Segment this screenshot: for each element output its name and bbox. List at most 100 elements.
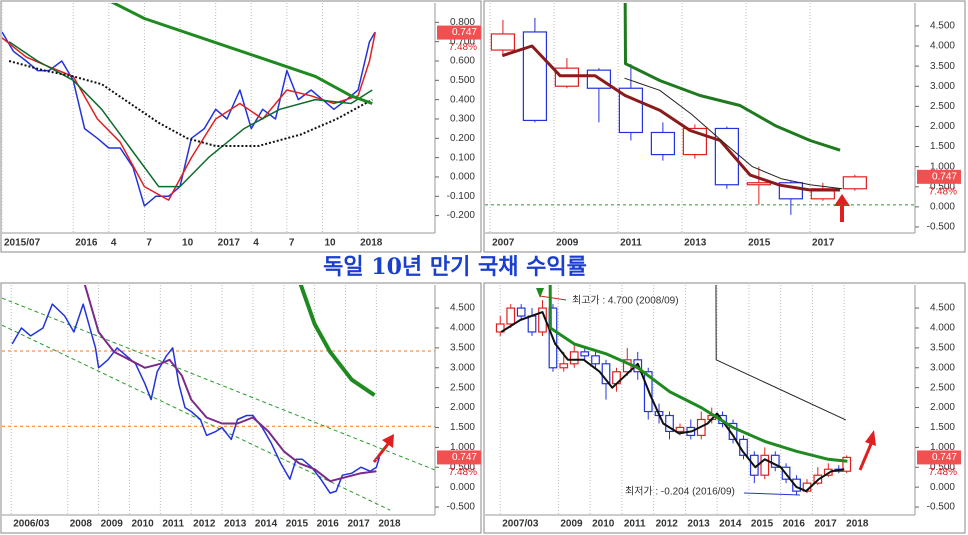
last-value-box: [917, 169, 961, 184]
change-label: 7.48%: [929, 467, 957, 478]
x-tick-label: 2015: [748, 238, 771, 249]
candle-body: [522, 31, 548, 122]
x-tick-label: 2017: [814, 519, 837, 530]
x-tick-label: 2007/03: [502, 519, 539, 530]
page-title: 독일 10년 만기 국채 수익률: [323, 254, 587, 280]
y-tick-label: 3.500: [930, 343, 955, 354]
y-tick-label: 0.000: [450, 172, 475, 183]
x-tick-label: 2009: [560, 519, 583, 530]
candle-body: [495, 323, 505, 333]
panel-frame: [0, 282, 482, 534]
y-tick-label: 4.000: [930, 41, 955, 52]
candle-body: [580, 351, 590, 357]
candle-body: [675, 426, 685, 433]
candle-body: [770, 454, 780, 468]
x-tick-label: 2011: [162, 519, 184, 530]
x-tick-label: 4: [253, 238, 259, 249]
last-value: 0.747: [452, 452, 477, 463]
moving-average: [8, 41, 373, 188]
candle-body: [746, 182, 771, 186]
candle-body: [569, 351, 579, 365]
y-tick-label: 0.100: [450, 152, 475, 163]
x-tick-label: 2008: [70, 519, 93, 530]
x-tick-label: 2006/03: [13, 519, 50, 530]
candle-body: [506, 307, 516, 325]
annotation: 최고가 : 4.700 (2008/09): [572, 295, 679, 307]
x-tick-label: 2009: [556, 238, 579, 249]
x-tick-label: 2013: [687, 519, 710, 530]
last-value: 0.747: [452, 27, 477, 38]
y-tick-label: 1.500: [930, 422, 955, 433]
y-tick-label: 0.500: [930, 462, 955, 473]
candle-body: [591, 355, 600, 365]
x-tick-label: 2016: [75, 238, 98, 249]
x-tick-label: 2016: [783, 519, 806, 530]
y-tick-label: 3.500: [930, 61, 955, 72]
change-label: 7.48%: [449, 467, 477, 478]
last-value: 0.747: [932, 452, 957, 463]
y-tick-label: 3.000: [930, 81, 955, 92]
x-tick-label: 2017: [812, 238, 835, 249]
moving-average: [298, 285, 376, 397]
y-tick-label: -0.500: [927, 222, 956, 233]
y-tick-label: 0.500: [450, 462, 475, 473]
plot-area: [495, 285, 852, 515]
trend-line: [2, 297, 435, 471]
y-tick-label: 4.500: [450, 303, 475, 314]
plot-area: [485, 3, 915, 233]
candle-body: [842, 456, 852, 472]
moving-average: [500, 311, 845, 493]
x-tick-label: 7: [289, 238, 295, 249]
y-tick-label: 3.500: [450, 343, 475, 354]
x-tick-label: 2018: [360, 238, 383, 249]
y-tick-label: -0.500: [447, 502, 476, 513]
x-tick-label: 4: [111, 238, 117, 249]
candle-body: [490, 33, 516, 51]
y-tick-label: 2.000: [930, 121, 955, 132]
candle-body: [527, 315, 537, 333]
y-tick-label: -0.200: [447, 210, 476, 221]
y-tick-label: 4.000: [450, 323, 475, 334]
y-tick-label: 3.000: [930, 362, 955, 373]
last-value-box: [437, 25, 481, 40]
x-tick-label: 2017: [218, 238, 241, 249]
moving-average: [548, 285, 848, 463]
arrow: [372, 194, 876, 471]
panel-frame: [483, 282, 966, 534]
y-tick-label: 0.700: [450, 36, 475, 47]
moving-average: [623, 3, 841, 152]
y-tick-label: 0.000: [930, 202, 955, 213]
x-tick-label: 2012: [193, 519, 216, 530]
y-tick-label: 1.500: [930, 141, 955, 152]
y-tick-label: 0.300: [450, 114, 475, 125]
x-tick-label: 2007: [492, 238, 515, 249]
candle-body: [792, 478, 801, 492]
y-tick-label: 0.200: [450, 133, 475, 144]
x-tick-label: 2010: [131, 519, 154, 530]
y-tick-label: 1.500: [450, 422, 475, 433]
y-tick-label: 1.000: [930, 161, 955, 172]
x-tick-label: 2013: [684, 238, 707, 249]
candle-body: [516, 307, 526, 317]
x-tick-label: 2013: [224, 519, 247, 530]
marker-arrow: [536, 288, 801, 496]
moving-average: [110, 3, 373, 105]
y-tick-label: 0.500: [930, 181, 955, 192]
panel-frame: [0, 0, 482, 253]
moving-average: [83, 285, 377, 483]
last-value-box: [917, 450, 961, 465]
moving-average: [624, 77, 843, 190]
x-tick-label: 2015/07: [4, 238, 41, 249]
last-value-box: [437, 450, 481, 465]
moving-average: [715, 285, 847, 421]
x-tick-label: 2014: [719, 519, 742, 530]
moving-average: [8, 60, 373, 147]
x-tick-label: 2010: [592, 519, 615, 530]
y-tick-label: 0.500: [450, 75, 475, 86]
price-line: [11, 303, 381, 494]
candle-body: [842, 176, 867, 190]
x-tick-label: 10: [182, 238, 194, 249]
y-tick-label: 4.500: [930, 21, 955, 32]
x-tick-label: 2011: [620, 238, 642, 249]
